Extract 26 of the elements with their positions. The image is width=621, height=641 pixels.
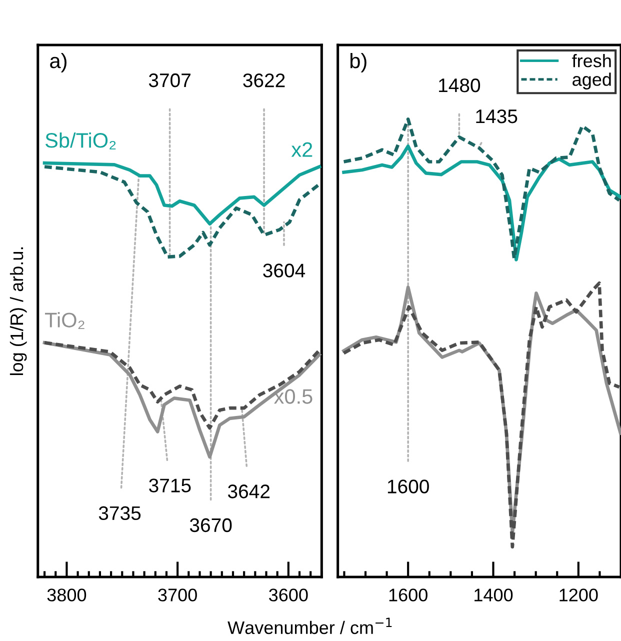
- x-tick-label: 1400: [474, 588, 513, 602]
- y-axis-title: log (1/R) / arb.u.: [10, 247, 27, 376]
- annotation: 3642: [228, 484, 270, 498]
- annotation: 3622: [243, 73, 285, 88]
- x-tick-label: 3600: [269, 588, 308, 602]
- x-tick-label: 3800: [47, 588, 86, 602]
- text: b): [350, 52, 366, 72]
- x-tick-label: 3700: [158, 588, 197, 602]
- x-tick-label: 1200: [560, 588, 598, 602]
- annotation: 3670: [190, 518, 232, 532]
- legend-label: aged: [572, 72, 611, 90]
- annotation: 1435: [476, 109, 518, 124]
- annotation: 1600: [388, 480, 429, 494]
- legend-label: fresh: [572, 54, 611, 68]
- x-axis-title: Wavenumber / cm$^{−1}$: [228, 618, 392, 634]
- x-tick-label: 1600: [389, 588, 428, 602]
- text: a): [50, 52, 66, 72]
- annotation: 1480: [439, 78, 480, 92]
- text: x2: [291, 142, 312, 157]
- series-label: Sb/TiO₂: [45, 132, 116, 150]
- annotation: 3707: [148, 73, 190, 88]
- annotation: 3735: [98, 506, 141, 520]
- annotation: 3604: [263, 264, 306, 278]
- series-label: TiO₂: [45, 312, 84, 330]
- annotation: x0.5: [274, 389, 312, 404]
- annotation: 3715: [149, 478, 191, 492]
